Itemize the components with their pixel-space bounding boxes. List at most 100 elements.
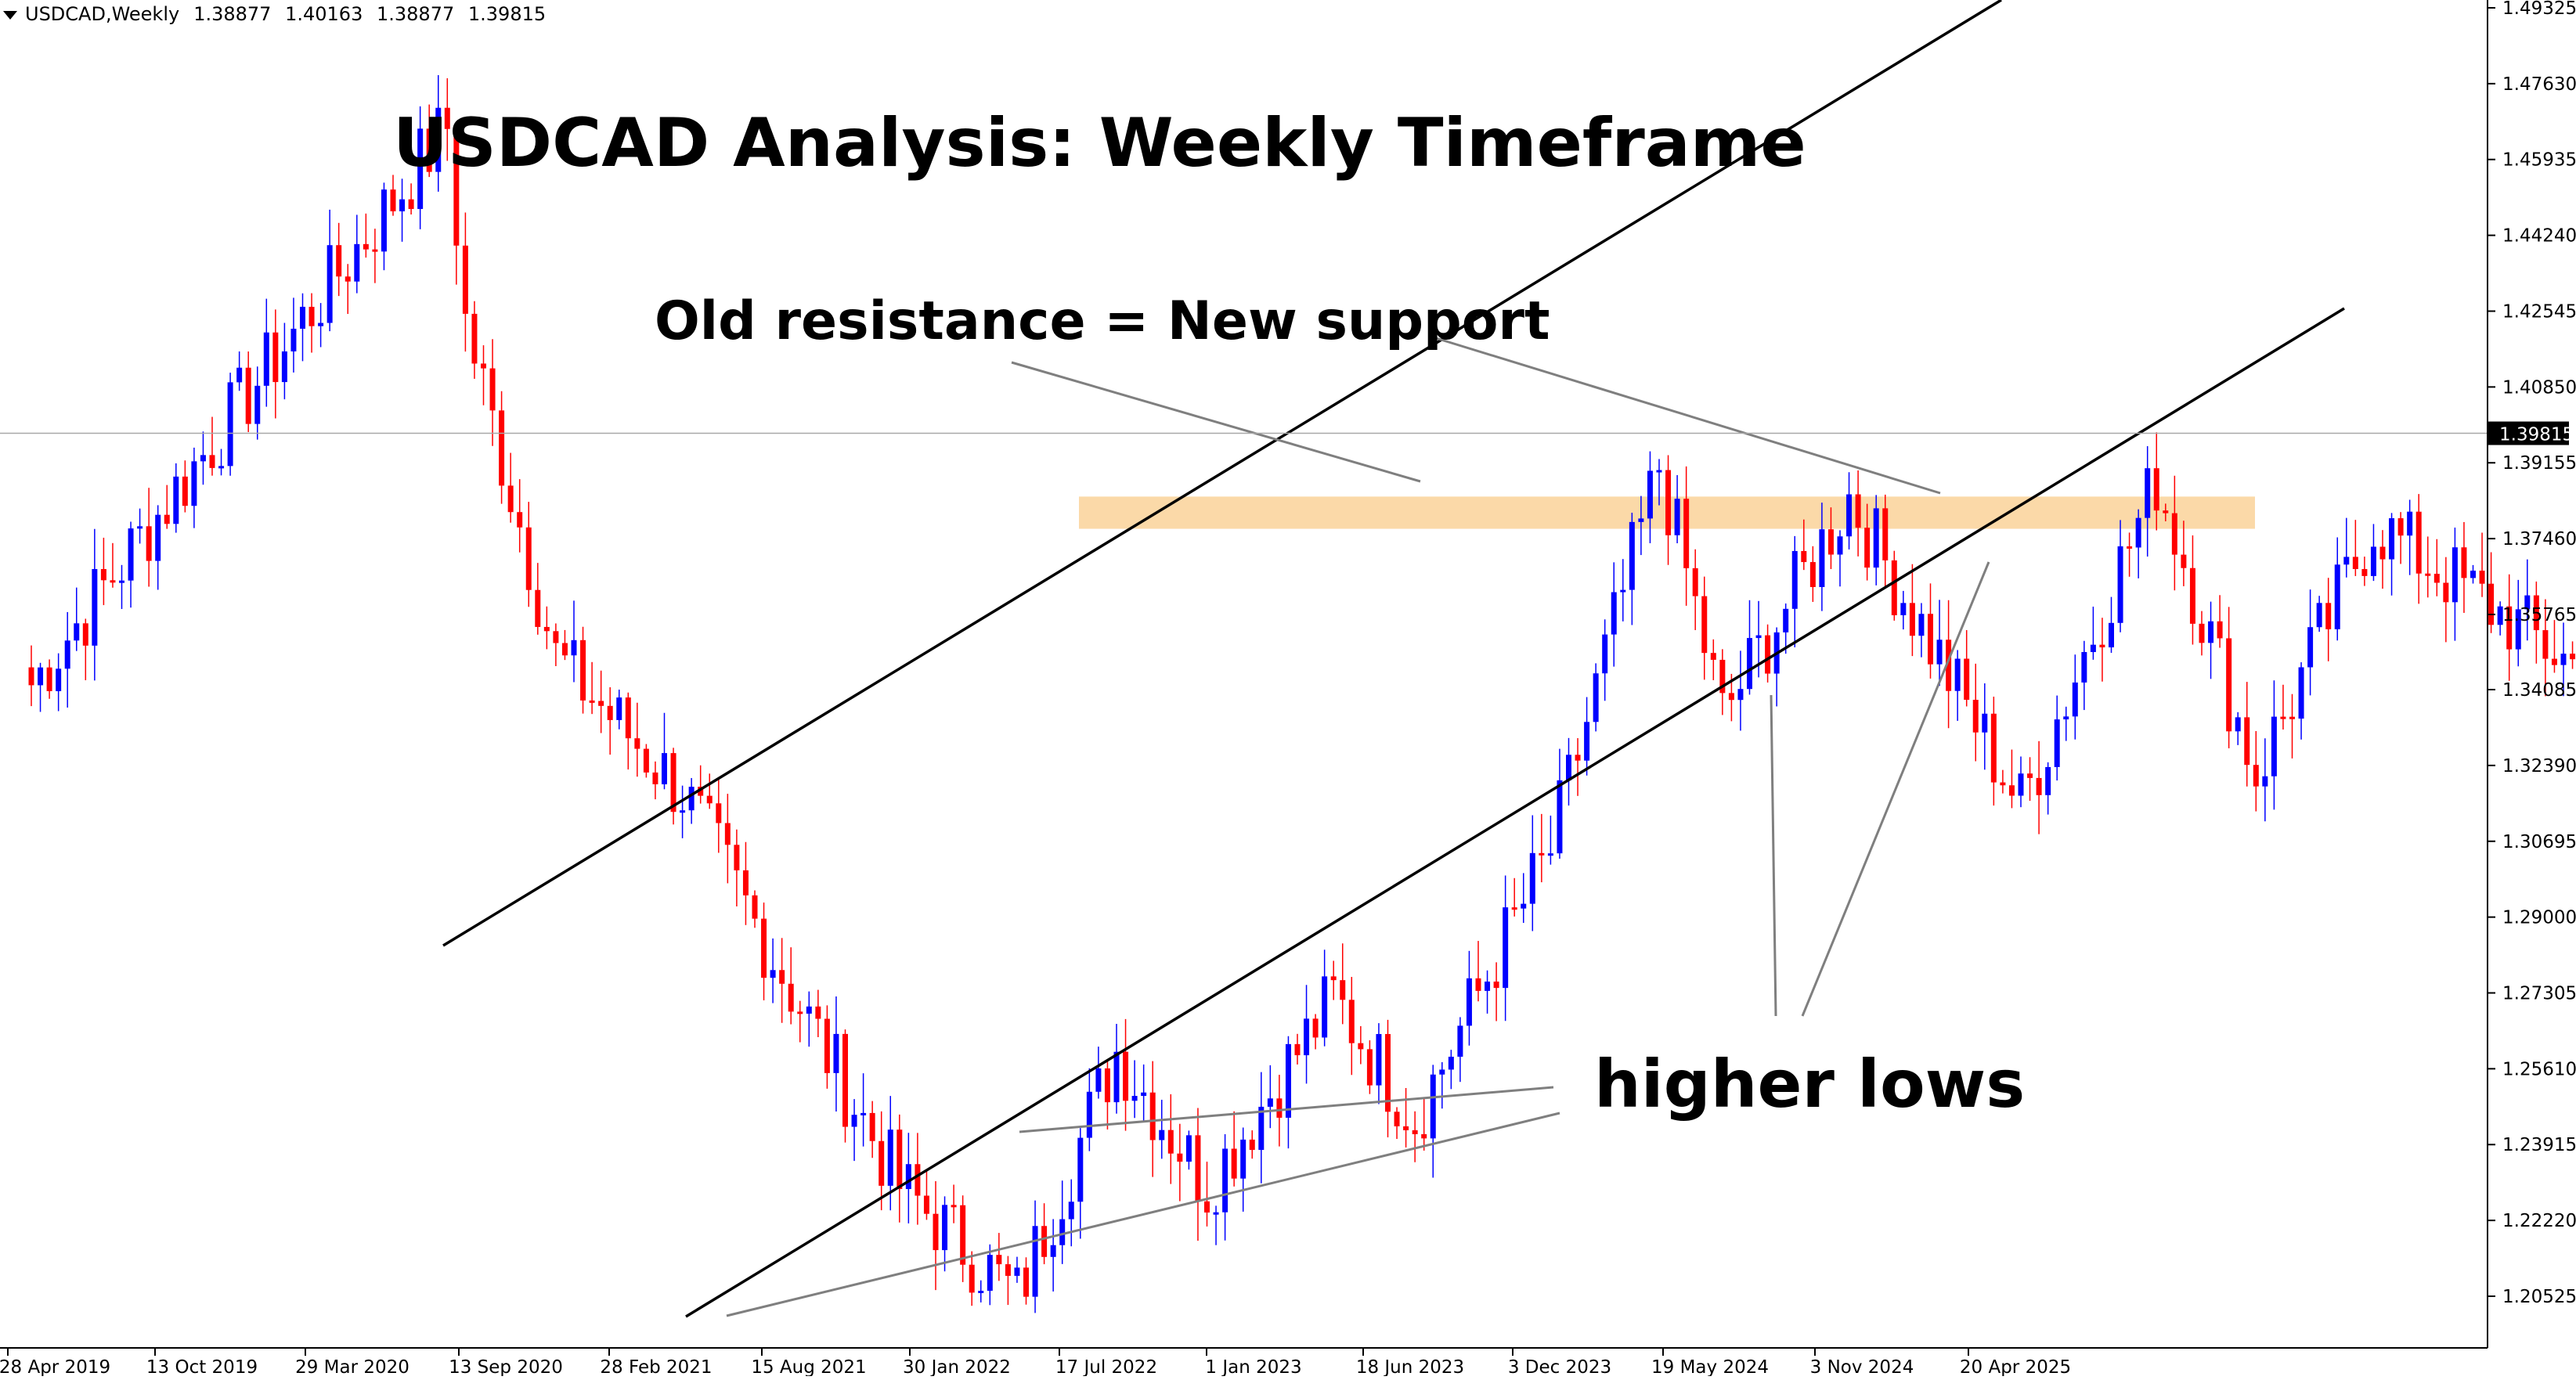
candle-body [1783,609,1788,632]
candle-body [1449,1057,1454,1069]
candle-body [2343,557,2349,564]
pointer-line-5 [1771,695,1776,1016]
candle-body [2561,654,2567,665]
candle-body [155,515,161,561]
candle-body [1467,978,1472,1026]
candle-body [2461,547,2466,578]
candle-body [2190,568,2195,624]
candle-body [806,1007,812,1014]
candle-body [1322,976,1327,1037]
candle-body [56,668,61,691]
candle-body [1033,1226,1038,1296]
y-tick-label: 1.44240 [2502,226,2576,247]
candle-body [409,200,414,209]
candle-body [1214,1212,1219,1215]
candle-body [101,569,106,580]
candle-body [92,569,97,646]
candle-body [29,668,34,686]
candle-body [1114,1052,1120,1102]
candle-body [2199,624,2205,643]
candle-body [1575,755,1581,760]
y-tick-label: 1.34085 [2502,680,2576,701]
candle-body [1367,1049,1373,1085]
candle-body [1141,1093,1146,1096]
candle-body [2389,518,2394,559]
candle-body [2289,717,2295,719]
candle-body [1069,1202,1074,1219]
candle-body [1349,1000,1355,1043]
candle-body [2570,654,2575,659]
candle-body [734,845,739,870]
candle-body [1421,1134,1427,1138]
y-tick-label: 1.29000 [2502,908,2576,928]
candle-body [2371,546,2376,575]
candle-body [1638,518,1643,521]
candle-body [1683,499,1689,568]
candle-body [1087,1092,1092,1138]
candle-body [1846,495,1852,537]
candle-body [626,697,631,738]
candle-body [1295,1044,1301,1055]
candle-body [1268,1098,1273,1107]
candle-body [2037,778,2042,795]
candle-body [1765,636,1770,674]
candle-body [2019,773,2024,795]
candle-body [1232,1148,1237,1178]
candle-body [372,250,377,252]
candle-body [282,351,287,382]
dropdown-triangle-icon[interactable] [3,11,17,20]
candle-body [2217,622,2223,639]
candle-body [2325,603,2331,629]
candle-body [652,773,658,784]
candle-body [1503,907,1508,988]
candle-body [327,245,333,322]
candle-body [463,246,468,314]
candle-body [1620,590,1625,593]
candle-body [218,466,224,468]
candle-body [254,386,260,424]
candle-body [1304,1018,1309,1055]
candle-body [1548,853,1553,856]
candle-body [2380,546,2386,559]
candle-body [2009,785,2015,795]
candle-body [1512,907,1517,910]
candle-body [2163,510,2168,513]
candle-body [842,1034,848,1127]
pointer-line-1 [1012,362,1420,481]
candle-body [1340,980,1345,1000]
candle-body [517,512,522,528]
candle-body [74,623,79,640]
candle-body [888,1130,893,1186]
candle-body [309,307,315,326]
candle-body [1014,1267,1019,1276]
candle-body [499,410,504,485]
candle-body [1286,1044,1291,1118]
y-tick-label: 1.37460 [2502,529,2576,549]
pointer-line-6 [1802,562,1989,1016]
candle-body [824,1019,830,1073]
candle-body [1675,499,1680,535]
candle-body [951,1205,957,1207]
candle-body [2253,765,2259,787]
y-tick-label: 1.47630 [2502,74,2576,95]
candle-body [590,701,595,703]
candle-body [2099,645,2105,647]
candle-body [969,1265,975,1293]
y-tick-label: 1.40850 [2502,377,2576,398]
candle-body [1964,659,1969,700]
candle-body [2470,571,2476,578]
y-tick-label: 1.45935 [2502,150,2576,171]
candle-body [110,580,115,582]
annotation-old-resistance: Old resistance = New support [655,290,1550,352]
candle-body [2398,518,2404,535]
candle-body [960,1205,965,1265]
candle-body [562,643,568,656]
candle-body [182,477,188,506]
x-tick-label: 13 Oct 2019 [146,1357,258,1376]
y-tick-label: 1.49325 [2502,0,2576,19]
candle-body [752,895,758,919]
candle-body [1358,1043,1363,1050]
